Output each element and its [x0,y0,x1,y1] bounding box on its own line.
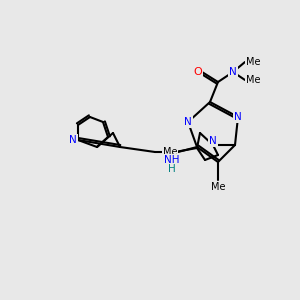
Text: Me: Me [211,182,225,192]
Text: O: O [194,67,202,77]
Text: Me: Me [246,75,260,85]
Text: N: N [69,135,77,145]
Text: Me: Me [163,147,177,157]
Text: N: N [184,117,192,127]
Text: N: N [209,136,217,146]
Text: H: H [168,164,176,174]
Text: Me: Me [246,57,260,67]
Text: NH: NH [164,155,180,165]
Text: N: N [234,112,242,122]
Text: N: N [229,67,237,77]
